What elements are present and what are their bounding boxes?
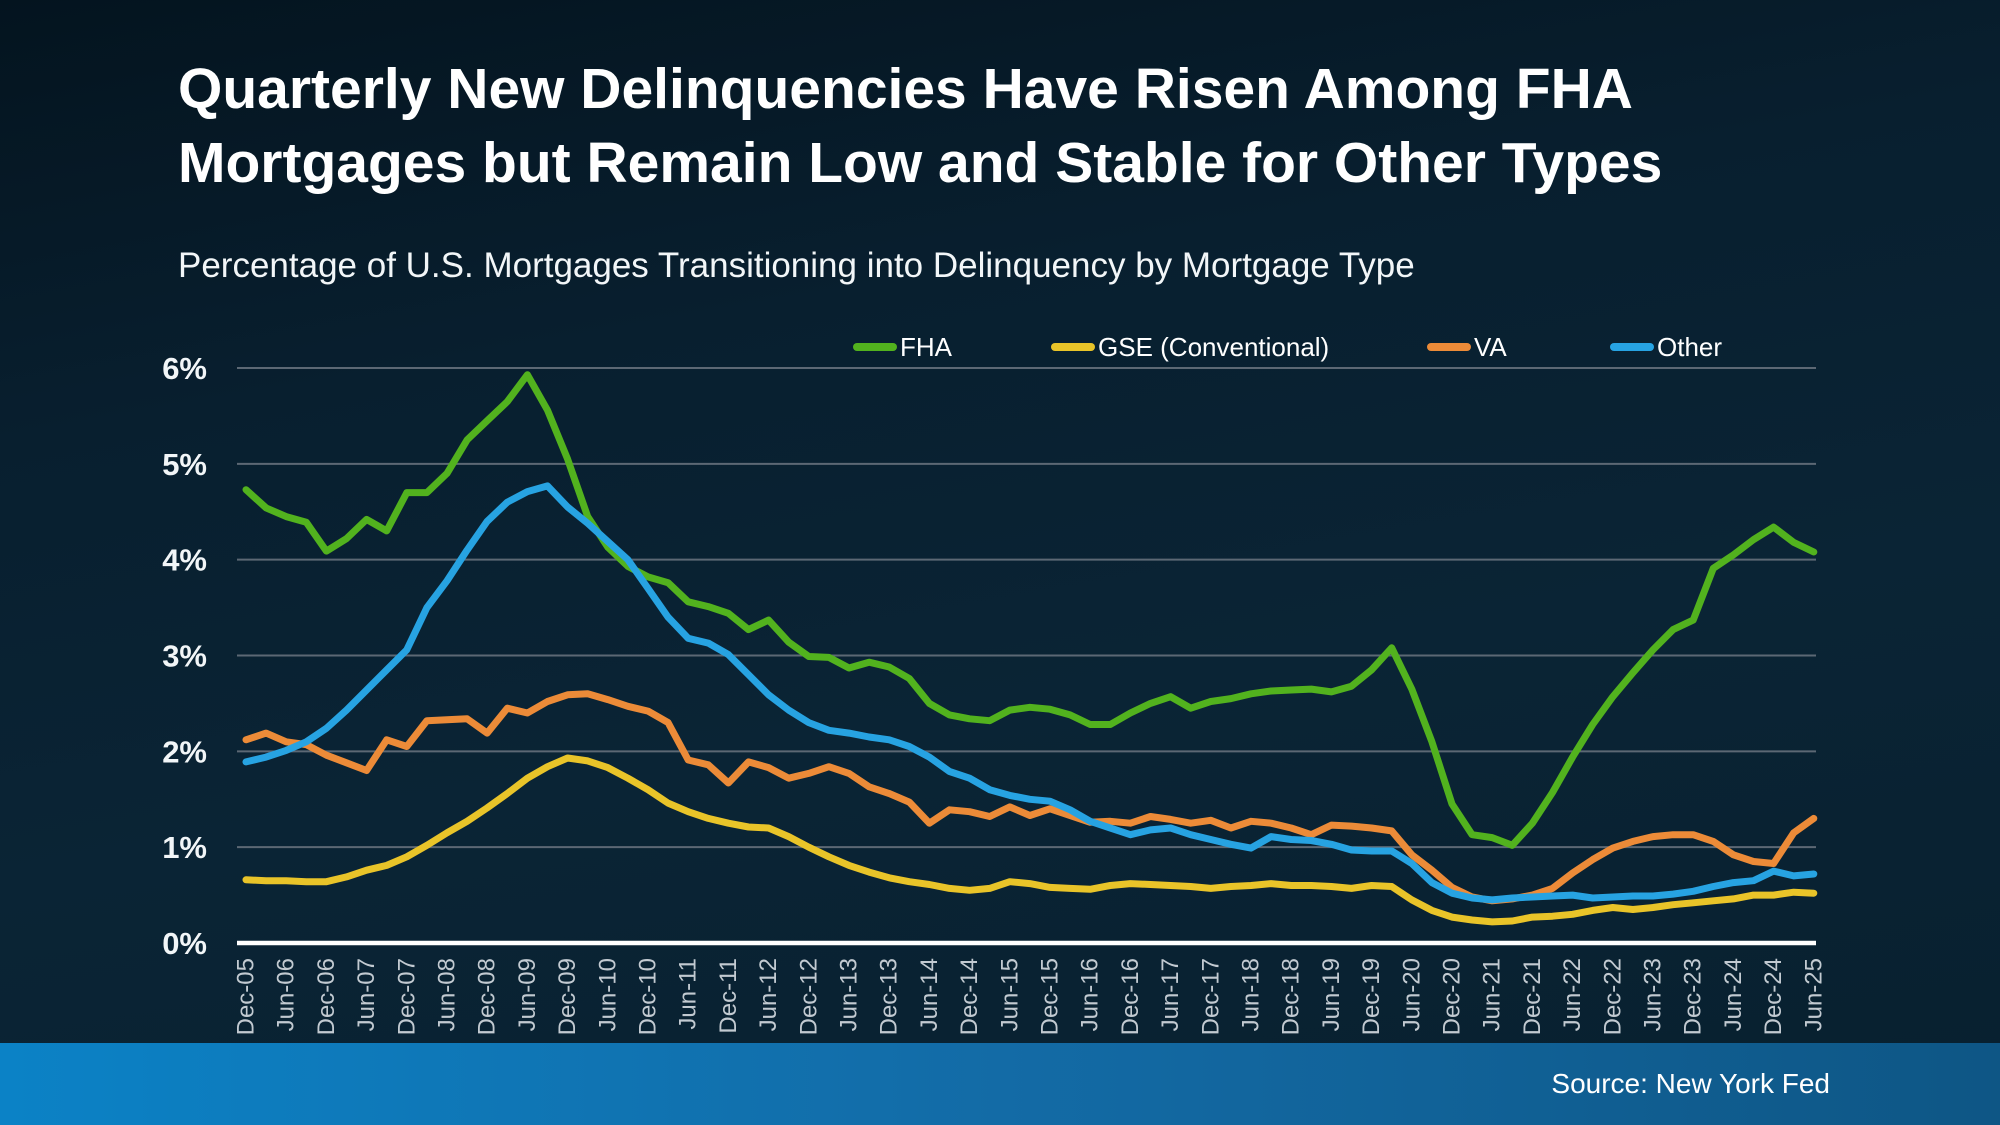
gridlines: [237, 367, 1816, 849]
x-tick-label: Dec-08: [474, 958, 501, 1035]
x-tick-label: Jun-22: [1559, 958, 1586, 1031]
x-tick-label: Dec-13: [876, 958, 903, 1035]
x-tick-label: Dec-07: [393, 958, 420, 1035]
y-tick-label: 1%: [162, 830, 207, 865]
x-tick-label: Jun-15: [996, 958, 1023, 1031]
source-attribution: Source: New York Fed: [1551, 1068, 1830, 1099]
legend-label-other: Other: [1657, 331, 1723, 362]
y-tick-label: 6%: [162, 351, 207, 386]
footer-bar: Source: New York Fed: [0, 1043, 2000, 1125]
x-tick-label: Dec-22: [1599, 958, 1626, 1035]
x-tick-label: Jun-24: [1720, 958, 1747, 1031]
fha-line-swatch: [853, 343, 897, 351]
series-line-va: [242, 690, 1818, 905]
x-tick-label: Dec-17: [1197, 958, 1224, 1035]
legend-item-va: VA: [1427, 331, 1507, 363]
x-tick-label: Dec-23: [1680, 958, 1707, 1035]
x-tick-label: Dec-24: [1760, 958, 1787, 1035]
x-tick-label: Jun-10: [594, 958, 621, 1031]
x-tick-label: Dec-09: [554, 958, 581, 1035]
series-line-other: [242, 482, 1818, 904]
x-tick-label: Jun-18: [1238, 958, 1265, 1031]
x-tick-label: Dec-20: [1439, 958, 1466, 1035]
x-tick-label: Dec-16: [1117, 958, 1144, 1035]
x-axis-labels: Dec-05 Jun-06 Dec-06 Jun-07 Dec-07 Jun-08 Dec-…: [233, 958, 1828, 1035]
y-tick-label: 2%: [162, 734, 207, 769]
x-tick-label: Jun-21: [1479, 958, 1506, 1031]
series-line-fha: [242, 371, 1818, 849]
x-tick-label: Dec-14: [956, 958, 983, 1035]
gse-line-swatch: [1051, 343, 1095, 351]
x-tick-label: Jun-06: [273, 958, 300, 1031]
y-tick-label: 3%: [162, 639, 207, 674]
legend-item-fha: FHA: [853, 331, 952, 363]
x-tick-label: Dec-06: [313, 958, 340, 1035]
x-tick-label: Jun-23: [1640, 958, 1667, 1031]
y-tick-label: 4%: [162, 543, 207, 578]
x-tick-label: Dec-15: [1037, 958, 1064, 1035]
page-title-line2: Mortgages but Remain Low and Stable for …: [178, 131, 1663, 195]
x-tick-label: Dec-05: [233, 958, 260, 1035]
page-title: Quarterly New Delinquencies Have Risen A…: [178, 52, 1662, 200]
x-tick-label: Jun-17: [1157, 958, 1184, 1031]
x-tick-label: Jun-08: [434, 958, 461, 1031]
x-tick-label: Jun-11: [675, 958, 702, 1030]
x-tick-label: Jun-25: [1800, 958, 1827, 1031]
y-axis-labels: 0% 1% 2% 3% 4% 5% 6%: [162, 351, 207, 961]
x-tick-label: Jun-07: [353, 958, 380, 1031]
page-title-line1: Quarterly New Delinquencies Have Risen A…: [178, 57, 1633, 121]
y-tick-label: 5%: [162, 447, 207, 482]
legend-label-fha: FHA: [900, 331, 952, 362]
y-tick-label: 0%: [162, 926, 207, 961]
x-tick-label: Dec-12: [795, 958, 822, 1035]
x-tick-label: Dec-11: [715, 958, 742, 1034]
x-tick-label: Jun-13: [836, 958, 863, 1031]
other-line-swatch: [1610, 343, 1654, 351]
legend-label-va: VA: [1474, 331, 1507, 362]
legend-label-gse: GSE (Conventional): [1098, 331, 1330, 362]
x-tick-label: Dec-10: [635, 958, 662, 1035]
x-tick-label: Dec-18: [1278, 958, 1305, 1035]
chart-subtitle: Percentage of U.S. Mortgages Transitioni…: [178, 246, 1415, 285]
x-tick-label: Jun-20: [1398, 958, 1425, 1031]
x-tick-label: Dec-19: [1358, 958, 1385, 1035]
x-tick-label: Dec-21: [1519, 958, 1546, 1035]
legend-item-other: Other: [1610, 331, 1722, 363]
x-tick-label: Jun-16: [1077, 958, 1104, 1031]
x-tick-label: Jun-09: [514, 958, 541, 1031]
x-tick-label: Jun-14: [916, 958, 943, 1031]
x-tick-label: Jun-19: [1318, 958, 1345, 1031]
va-line-swatch: [1427, 343, 1471, 351]
legend-item-gse: GSE (Conventional): [1051, 331, 1329, 363]
series-line-gse-conventional: [242, 754, 1818, 926]
x-tick-label: Jun-12: [755, 958, 782, 1031]
